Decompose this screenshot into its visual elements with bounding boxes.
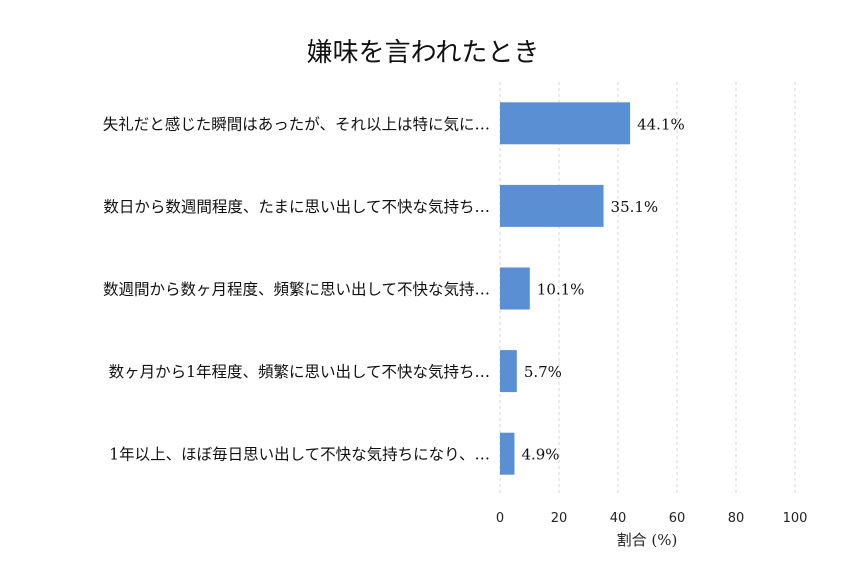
value-label: 5.7% xyxy=(524,363,562,381)
category-label: 数週間から数ヶ月程度、頻繁に思い出して不快な気持… xyxy=(103,280,490,299)
x-axis-label: 割合 (%) xyxy=(617,531,678,549)
bar xyxy=(500,184,604,227)
value-label: 35.1% xyxy=(611,198,659,216)
value-labels: 44.1% 35.1% 10.1% 5.7% 4.9% xyxy=(521,115,684,463)
bar xyxy=(500,267,530,310)
bar xyxy=(500,102,631,145)
x-tick-label: 40 xyxy=(610,511,627,526)
x-tick-label: 80 xyxy=(728,511,745,526)
x-tick-label: 0 xyxy=(496,511,504,526)
x-tick-labels: 0 20 40 60 80 100 xyxy=(496,511,808,526)
category-label: 失礼だと感じた瞬間はあったが、それ以上は特に気に… xyxy=(103,115,490,133)
category-labels: 失礼だと感じた瞬間はあったが、それ以上は特に気に… 数日から数週間程度、たまに思い… xyxy=(103,115,490,463)
category-label: 1年以上、ほぼ毎日思い出して不快な気持ちになり、… xyxy=(109,446,490,464)
grid-lines xyxy=(499,82,796,495)
category-label: 数ヶ月から1年程度、頻繁に思い出して不快な気持ち… xyxy=(109,362,490,381)
bar xyxy=(500,350,517,393)
bar xyxy=(500,432,515,475)
value-label: 44.1% xyxy=(637,115,685,133)
x-tick-label: 60 xyxy=(669,511,686,526)
x-tick-label: 100 xyxy=(783,511,808,526)
bars xyxy=(500,102,631,475)
value-label: 10.1% xyxy=(537,281,585,299)
x-tick-label: 20 xyxy=(551,511,568,526)
category-label: 数日から数週間程度、たまに思い出して不快な気持ち… xyxy=(103,198,490,216)
chart-title: 嫌味を言われたとき xyxy=(307,38,540,68)
value-label: 4.9% xyxy=(521,446,559,464)
